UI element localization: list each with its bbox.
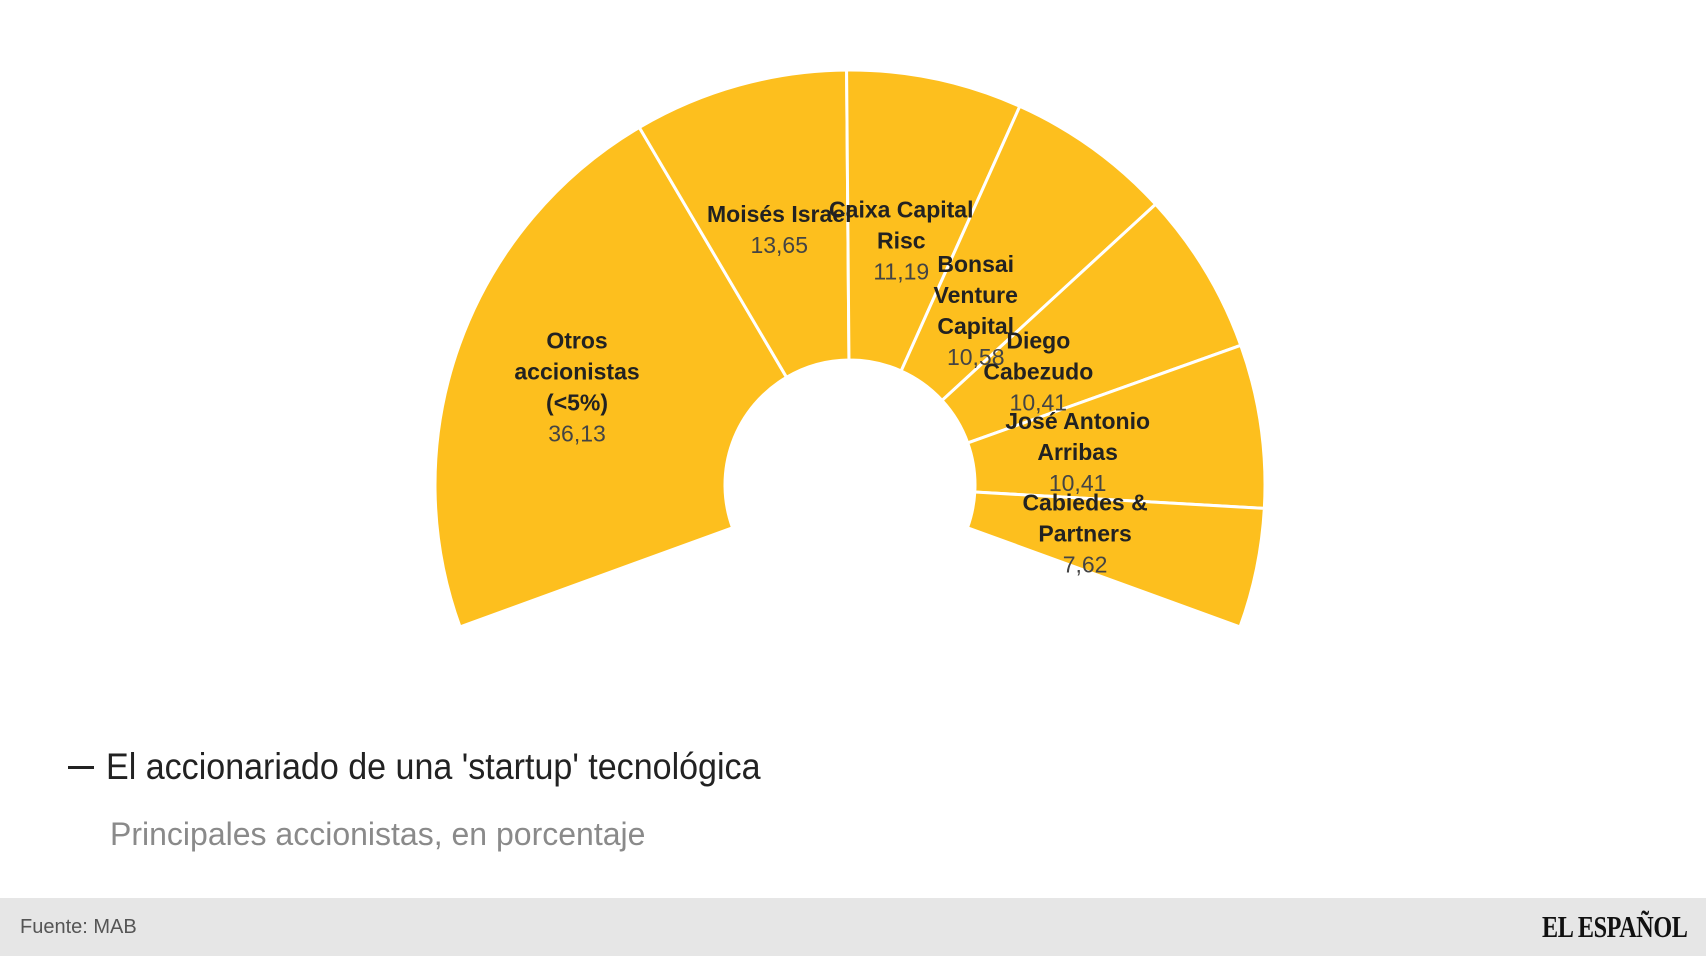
chart-subtitle: Principales accionistas, en porcentaje [110, 816, 646, 852]
pie-slice-7 [965, 490, 1266, 629]
slice-name-line: José Antonio [1005, 408, 1150, 434]
slice-label-5: Diego Cabezudo 10,41 [983, 327, 1093, 415]
slice-label-2: Moisés Israel 13,65 [707, 201, 851, 258]
slice-name-line: Risc [877, 227, 926, 253]
brand-logo: EL ESPAÑOL [1542, 909, 1689, 944]
slice-name-line: (<5%) [546, 390, 608, 416]
pie-slice-1 [433, 125, 789, 629]
slice-label-3: Caixa Capital Risc 11,19 [829, 196, 973, 284]
slice-name-line: Bonsai [937, 251, 1014, 277]
slice-label-7: Cabiedes & Partners 7,62 [1022, 489, 1147, 577]
slice-name-line: Moisés Israel [707, 201, 851, 227]
slice-value: 10,41 [1049, 470, 1107, 496]
chart-title: El accionariado de una 'startup' tecnoló… [106, 746, 761, 787]
slice-name-line: Diego [1006, 327, 1070, 353]
slice-name-line: Arribas [1037, 439, 1118, 465]
slice-name-line: accionistas [514, 359, 639, 385]
slice-label-1: Otros accionistas (<5%) 36,13 [514, 328, 639, 447]
pie-slice-3 [845, 68, 1022, 373]
slice-value: 10,41 [1010, 389, 1068, 415]
slice-value: 13,65 [750, 232, 808, 258]
title-dash [68, 765, 94, 769]
slice-label-6: José Antonio Arribas 10,41 [1005, 408, 1150, 496]
slice-name-line: Venture [934, 282, 1018, 308]
slice-name-line: Cabezudo [983, 358, 1093, 384]
footer-bar: Fuente: MAB EL ESPAÑOL [0, 898, 1706, 956]
source-note: Fuente: MAB [20, 915, 137, 938]
half-donut-chart: Otros accionistas (<5%) 36,13 Moisés Israel 1… [433, 68, 1267, 629]
slice-name-line: Capital [937, 313, 1014, 339]
slice-name-line: Cabiedes & [1022, 489, 1147, 515]
slice-label-4: Bonsai Venture Capital 10,58 [934, 251, 1018, 370]
slice-value: 11,19 [873, 258, 929, 284]
slice-value: 7,62 [1063, 551, 1108, 577]
slice-value: 10,58 [947, 344, 1005, 370]
pie-slice-2 [637, 68, 851, 380]
title-row: El accionariado de una 'startup' tecnoló… [68, 745, 817, 789]
slice-name-line: Otros [546, 328, 607, 354]
slice-value: 36,13 [548, 421, 606, 447]
slice-name-line: Caixa Capital [829, 196, 973, 222]
slice-name-line: Partners [1038, 520, 1131, 546]
